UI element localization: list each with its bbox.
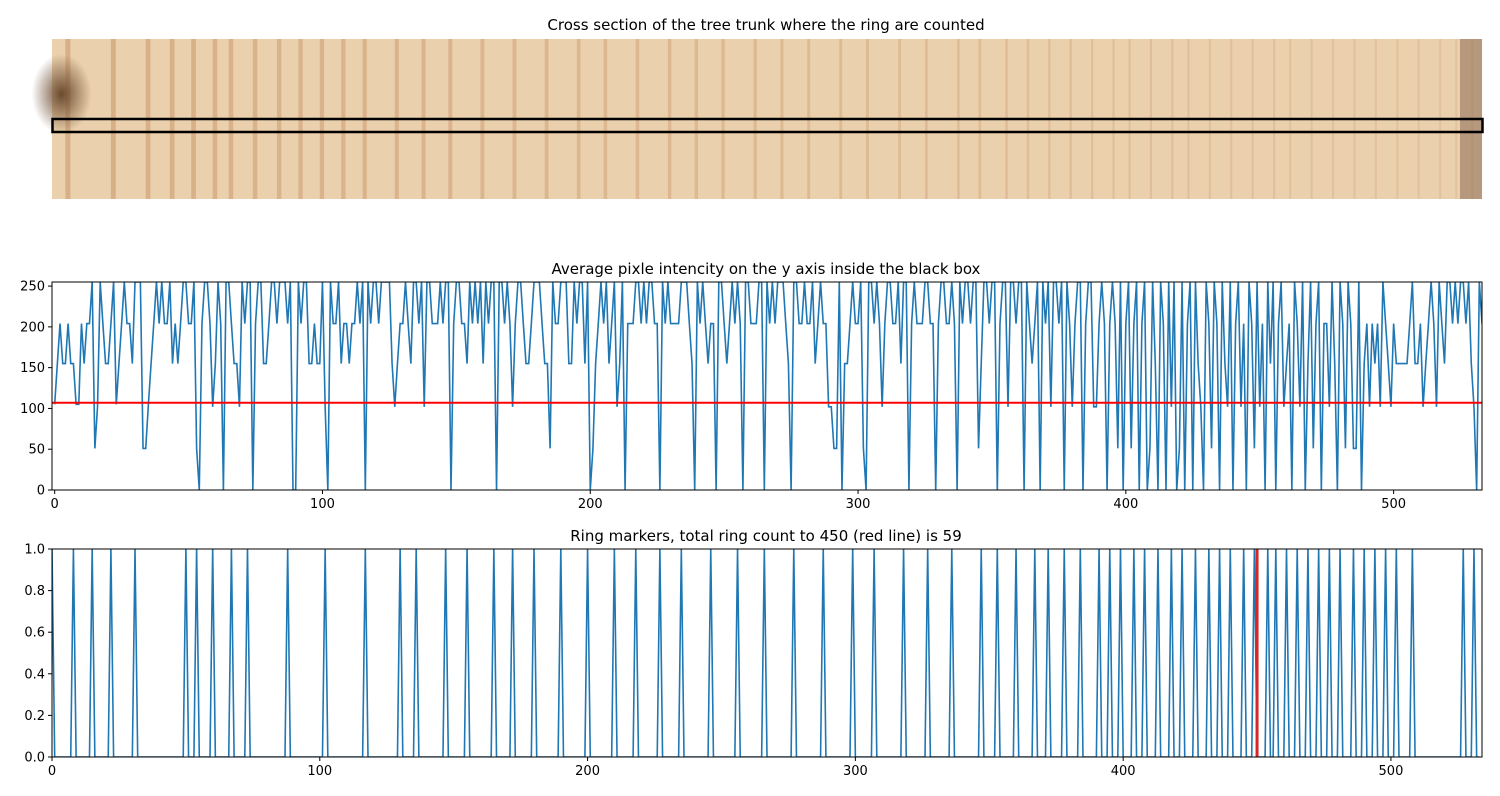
markers-axes-frame <box>51 548 1483 758</box>
intensity-xtick-label: 300 <box>846 497 871 512</box>
intensity-title: Average pixle intencity on the y axis in… <box>552 260 981 278</box>
panel-ring-markers: Ring markers, total ring count to 450 (r… <box>24 527 1483 779</box>
panel-wood-image: Cross section of the tree trunk where th… <box>31 16 1484 199</box>
intensity-xtick-label: 100 <box>310 497 335 512</box>
markers-xtick-label: 300 <box>843 764 868 779</box>
intensity-xtick-label: 400 <box>1113 497 1138 512</box>
intensity-xtick-label: 0 <box>51 497 59 512</box>
wood-image-title: Cross section of the tree trunk where th… <box>547 16 984 34</box>
ring-marker-series-line <box>52 549 1480 757</box>
intensity-xtick-label: 200 <box>578 497 603 512</box>
intensity-ytick-label: 250 <box>20 280 45 295</box>
markers-ytick-label: 0.8 <box>24 584 45 599</box>
markers-ytick-label: 1.0 <box>24 543 45 558</box>
intensity-ytick-label: 150 <box>20 361 45 376</box>
markers-ytick-label: 0.4 <box>24 667 45 682</box>
intensity-ytick-label: 0 <box>37 484 45 499</box>
intensity-ytick-label: 100 <box>20 402 45 417</box>
intensity-plot: 0 100 200 300 400 500 0 50 100 150 200 250 <box>20 280 1483 512</box>
pith <box>31 54 92 134</box>
intensity-ytick-label: 50 <box>28 443 45 458</box>
markers-ytick-label: 0.6 <box>24 626 45 641</box>
markers-xtick-label: 200 <box>575 764 600 779</box>
intensity-series-line <box>53 282 1482 490</box>
markers-xtick-label: 0 <box>48 764 56 779</box>
intensity-xtick-label: 500 <box>1381 497 1406 512</box>
intensity-ytick-label: 200 <box>20 320 45 335</box>
markers-xtick-label: 400 <box>1111 764 1136 779</box>
black-box <box>51 117 1484 134</box>
markers-ytick-label: 0.2 <box>24 709 45 724</box>
markers-xtick-label: 100 <box>307 764 332 779</box>
markers-ytick-label: 0.0 <box>24 751 45 766</box>
ring-markers-plot: 0 100 200 300 400 500 0.0 0.2 0.4 0.6 0.8 1.0 <box>24 543 1483 779</box>
panel-intensity: Average pixle intencity on the y axis in… <box>20 260 1483 512</box>
intensity-axes-frame <box>51 281 1483 491</box>
markers-xtick-label: 500 <box>1379 764 1404 779</box>
ring-markers-title: Ring markers, total ring count to 450 (r… <box>570 527 962 545</box>
